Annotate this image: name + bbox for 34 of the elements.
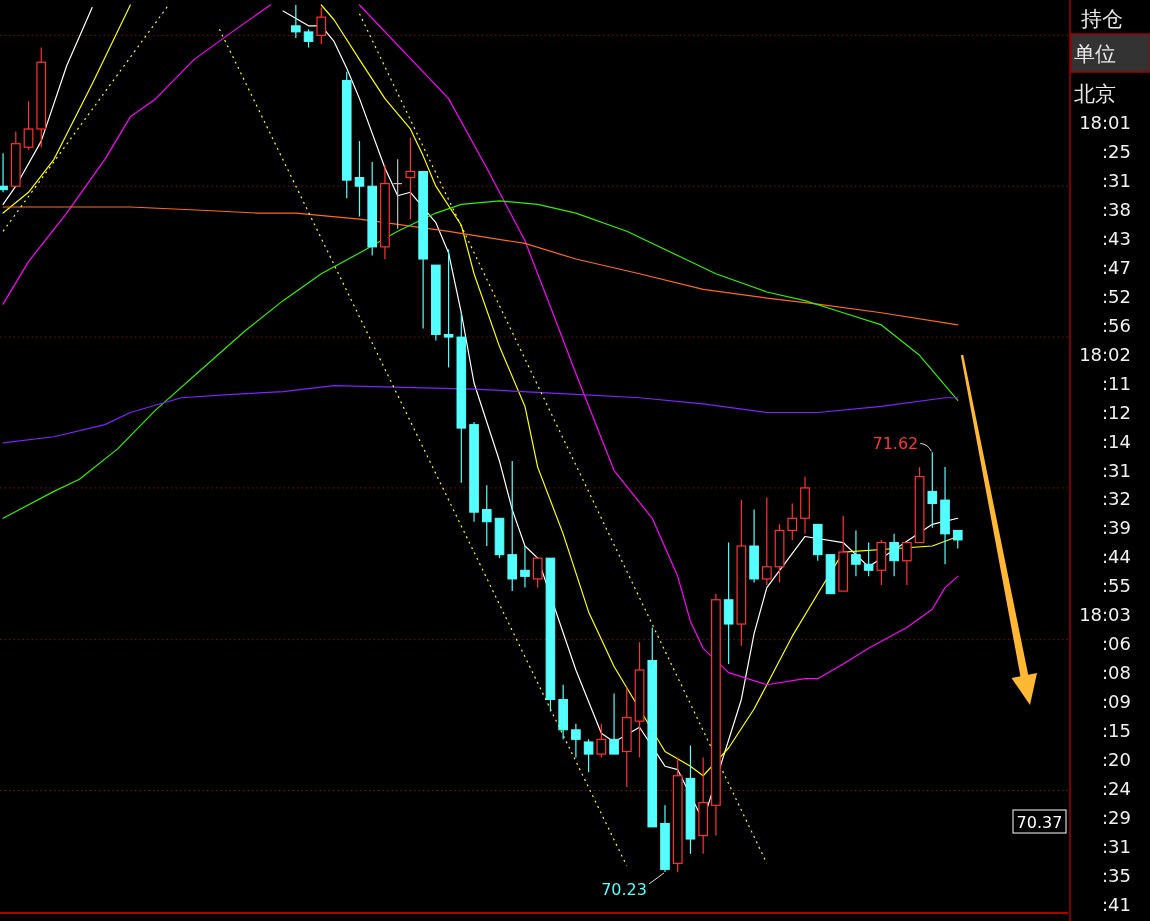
- text: :55: [1102, 575, 1131, 597]
- text: :08: [1102, 662, 1131, 684]
- text: 70.37: [1016, 813, 1063, 832]
- text: :06: [1102, 633, 1131, 655]
- text: :35: [1102, 864, 1131, 886]
- text: :43: [1102, 227, 1131, 249]
- text: :15: [1102, 720, 1131, 742]
- text: :14: [1102, 430, 1131, 452]
- text: :11: [1102, 372, 1131, 394]
- text: :31: [1102, 169, 1131, 191]
- text: :20: [1102, 749, 1131, 771]
- text: 持仓: [1081, 7, 1123, 31]
- text: :41: [1102, 893, 1131, 915]
- text: 70.23: [601, 880, 647, 899]
- text: 18:03: [1079, 604, 1131, 626]
- text: :39: [1102, 517, 1131, 539]
- text: :44: [1102, 546, 1131, 568]
- text: :31: [1102, 459, 1131, 481]
- text: 单位: [1074, 42, 1116, 66]
- text: :38: [1102, 198, 1131, 220]
- text: :31: [1102, 836, 1131, 857]
- annotation: 71.62: [872, 434, 919, 454]
- text: :52: [1102, 285, 1131, 307]
- text: :09: [1102, 691, 1131, 713]
- text: :24: [1102, 778, 1131, 800]
- text: :12: [1102, 401, 1131, 423]
- text: 18:02: [1079, 343, 1131, 365]
- text: :25: [1102, 140, 1131, 162]
- text: :56: [1102, 314, 1131, 336]
- text: 北京: [1074, 82, 1116, 106]
- text: :32: [1102, 488, 1131, 510]
- text: :29: [1102, 807, 1131, 829]
- text: :47: [1102, 256, 1131, 278]
- text: 18:01: [1079, 112, 1131, 133]
